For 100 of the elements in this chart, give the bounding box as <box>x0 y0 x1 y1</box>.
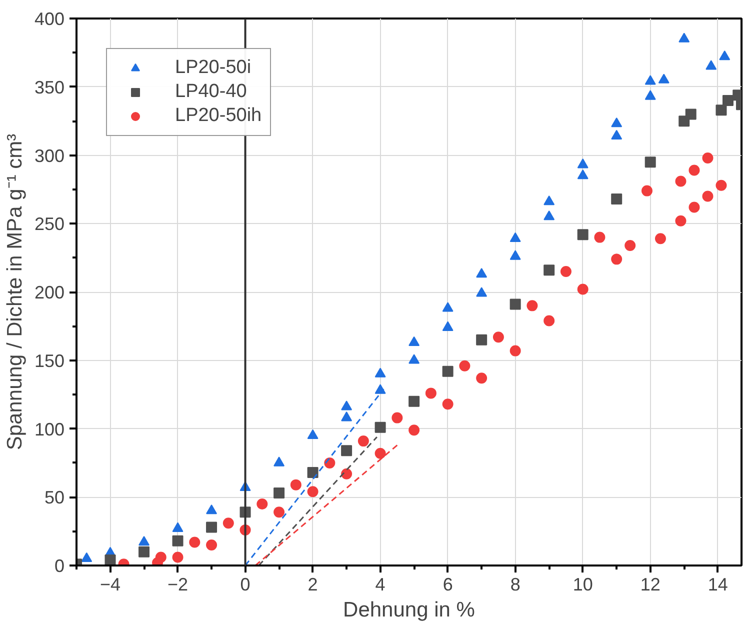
x-tick-label: 4 <box>375 574 386 594</box>
point <box>341 445 352 456</box>
point <box>341 468 352 480</box>
x-axis-title: Dehnung in % <box>343 598 475 622</box>
point <box>274 456 285 466</box>
x-tick-label: −4 <box>100 574 121 594</box>
point <box>307 486 318 498</box>
y-tick-label: 150 <box>34 350 65 371</box>
point <box>526 300 538 312</box>
point <box>138 536 150 546</box>
point <box>374 368 386 378</box>
x-tick-label: 14 <box>708 574 728 594</box>
point <box>611 194 622 205</box>
point <box>341 400 352 410</box>
point <box>594 232 606 243</box>
legend-label: LP20-50i <box>175 57 252 79</box>
point <box>442 398 454 410</box>
point <box>172 522 184 532</box>
point <box>392 412 403 424</box>
x-tick-label: 0 <box>240 574 250 594</box>
point <box>442 321 454 331</box>
point <box>442 302 454 312</box>
point <box>577 169 588 180</box>
point <box>206 504 218 514</box>
point <box>675 176 686 187</box>
x-tick-label: −2 <box>168 574 188 594</box>
point <box>274 488 285 499</box>
point <box>408 336 420 346</box>
y-tick-label: 50 <box>44 488 65 508</box>
point <box>307 467 318 478</box>
point <box>172 552 184 563</box>
point <box>81 552 92 562</box>
y-axis-title: Spannung / Dichte in MPa g⁻¹ cm³ <box>3 134 26 450</box>
point <box>476 372 488 384</box>
point <box>688 164 700 176</box>
point <box>408 424 420 436</box>
x-tick-label: 2 <box>308 574 318 594</box>
point <box>611 118 622 128</box>
point <box>408 354 420 364</box>
y-tick-label: 100 <box>34 419 65 440</box>
y-tick-label: 300 <box>34 146 65 166</box>
point <box>425 388 436 399</box>
point <box>206 522 218 533</box>
y-tick-label: 400 <box>34 9 65 29</box>
point <box>702 190 714 202</box>
point <box>716 104 727 116</box>
point <box>685 108 696 120</box>
point <box>644 90 656 100</box>
point <box>374 422 386 433</box>
point <box>577 229 588 240</box>
point <box>688 202 700 213</box>
point <box>104 554 116 566</box>
point <box>706 60 717 70</box>
point <box>307 429 318 439</box>
point <box>577 284 588 295</box>
point <box>624 240 636 251</box>
point <box>172 535 184 546</box>
point <box>510 250 521 260</box>
point <box>256 498 268 510</box>
point <box>641 185 652 196</box>
point <box>510 345 521 356</box>
point <box>702 152 714 164</box>
point <box>611 254 622 265</box>
point <box>544 315 555 326</box>
point <box>476 268 488 278</box>
point <box>189 536 200 548</box>
legend-label: LP20-50ih <box>175 105 262 127</box>
point <box>290 479 302 490</box>
point <box>644 156 656 168</box>
point <box>358 436 369 447</box>
y-tick-label: 350 <box>34 77 65 98</box>
point <box>442 366 454 377</box>
point <box>341 412 352 422</box>
x-tick-label: 8 <box>510 574 520 594</box>
point <box>492 332 504 343</box>
x-tick-label: 10 <box>572 574 593 594</box>
y-tick-label: 0 <box>54 556 65 576</box>
point <box>476 287 488 297</box>
point <box>722 95 734 106</box>
y-tick-label: 200 <box>34 282 65 302</box>
point <box>459 360 470 372</box>
point <box>206 539 218 550</box>
point <box>544 195 555 206</box>
x-tick-label: 6 <box>442 574 453 594</box>
point <box>544 264 555 276</box>
point <box>577 158 588 168</box>
y-tick-label: 250 <box>34 214 65 234</box>
point <box>678 32 690 42</box>
point <box>374 384 386 394</box>
point <box>408 396 420 407</box>
point <box>510 298 521 310</box>
x-tick-label: 12 <box>640 574 660 594</box>
point <box>510 232 521 242</box>
point <box>611 130 622 140</box>
point <box>274 506 285 518</box>
point <box>138 546 150 558</box>
point <box>654 233 666 244</box>
point <box>544 210 555 220</box>
point <box>476 334 488 346</box>
legend-label: LP40-40 <box>175 81 247 103</box>
